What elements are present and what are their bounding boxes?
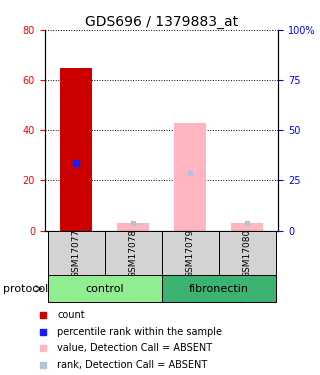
- Text: GSM17080: GSM17080: [243, 229, 252, 278]
- Text: GSM17078: GSM17078: [129, 229, 138, 278]
- Text: count: count: [57, 310, 85, 321]
- Text: value, Detection Call = ABSENT: value, Detection Call = ABSENT: [57, 343, 212, 353]
- Text: GSM17079: GSM17079: [186, 229, 195, 278]
- Bar: [162, 231, 219, 276]
- Bar: [231, 223, 263, 231]
- Text: control: control: [85, 284, 124, 294]
- Bar: [48, 231, 105, 276]
- Title: GDS696 / 1379883_at: GDS696 / 1379883_at: [85, 15, 238, 29]
- Text: rank, Detection Call = ABSENT: rank, Detection Call = ABSENT: [57, 360, 208, 370]
- Bar: [219, 231, 276, 276]
- Bar: [60, 68, 92, 231]
- Text: protocol: protocol: [3, 284, 48, 294]
- Text: fibronectin: fibronectin: [188, 284, 249, 294]
- Bar: [105, 231, 162, 276]
- Text: GSM17077: GSM17077: [72, 229, 81, 278]
- Bar: [174, 123, 206, 231]
- Bar: [48, 275, 162, 302]
- Text: percentile rank within the sample: percentile rank within the sample: [57, 327, 222, 337]
- Bar: [162, 275, 276, 302]
- Bar: [117, 223, 149, 231]
